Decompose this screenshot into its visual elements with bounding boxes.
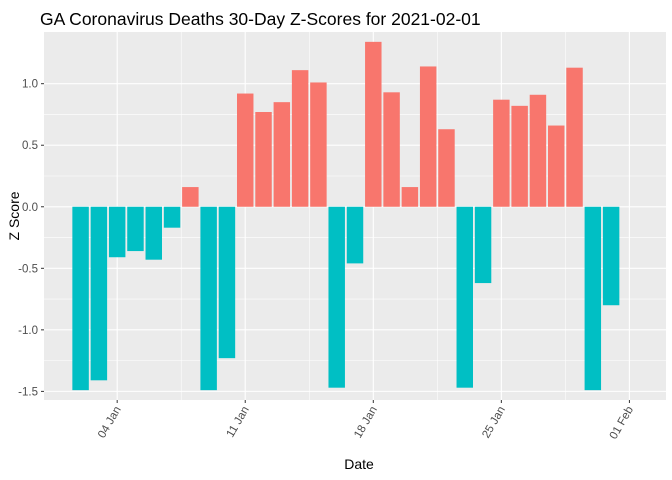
y-tick-label: 0.0 <box>22 202 38 214</box>
bar <box>566 67 583 207</box>
bar <box>602 206 620 306</box>
bar <box>474 206 492 284</box>
bar <box>383 92 400 207</box>
x-axis: 04 Jan 11 Jan 18 Jan 25 Jan 01 Feb <box>96 400 636 442</box>
bar <box>529 94 547 207</box>
y-axis-title: Z Score <box>6 191 22 240</box>
bar <box>291 70 309 207</box>
bar <box>328 206 345 388</box>
bar <box>273 102 291 207</box>
bar <box>163 206 181 228</box>
bar <box>584 206 602 391</box>
bar <box>346 206 364 264</box>
bar <box>182 187 199 207</box>
bar <box>90 206 108 381</box>
bar <box>438 129 455 207</box>
y-tick-label: 0.5 <box>22 140 38 152</box>
x-axis-title: Date <box>344 456 374 472</box>
bar <box>493 99 510 207</box>
y-tick-label: 1.0 <box>22 79 38 91</box>
x-tick-label: 04 Jan <box>96 405 124 441</box>
y-axis: -1.5 -1.0 -0.5 0.0 0.5 1.0 <box>18 79 44 398</box>
grid-minor-x <box>180 32 566 400</box>
grid-major-y <box>44 83 666 392</box>
bar <box>200 206 217 391</box>
x-tick-label: 11 Jan <box>225 405 252 440</box>
y-tick-label: -1.5 <box>18 386 38 398</box>
bar <box>218 206 236 359</box>
x-tick-label: 01 Feb <box>608 405 636 442</box>
bar <box>456 206 473 388</box>
bar <box>108 206 126 258</box>
bar <box>511 105 528 207</box>
bar <box>548 125 565 207</box>
x-tick-label: 18 Jan <box>352 405 380 441</box>
bar <box>145 206 162 260</box>
bars <box>72 41 620 391</box>
chart-title: GA Coronavirus Deaths 30-Day Z-Scores fo… <box>40 9 481 29</box>
bar <box>419 66 437 207</box>
bar <box>127 206 144 252</box>
y-tick-label: -1.0 <box>18 325 38 337</box>
x-tick-label: 25 Jan <box>480 404 508 440</box>
bar <box>255 112 272 207</box>
y-tick-label: -0.5 <box>18 263 38 275</box>
bar <box>310 82 327 207</box>
bar <box>237 93 254 207</box>
bar <box>401 187 419 207</box>
bar <box>365 41 382 207</box>
bar <box>72 206 89 391</box>
